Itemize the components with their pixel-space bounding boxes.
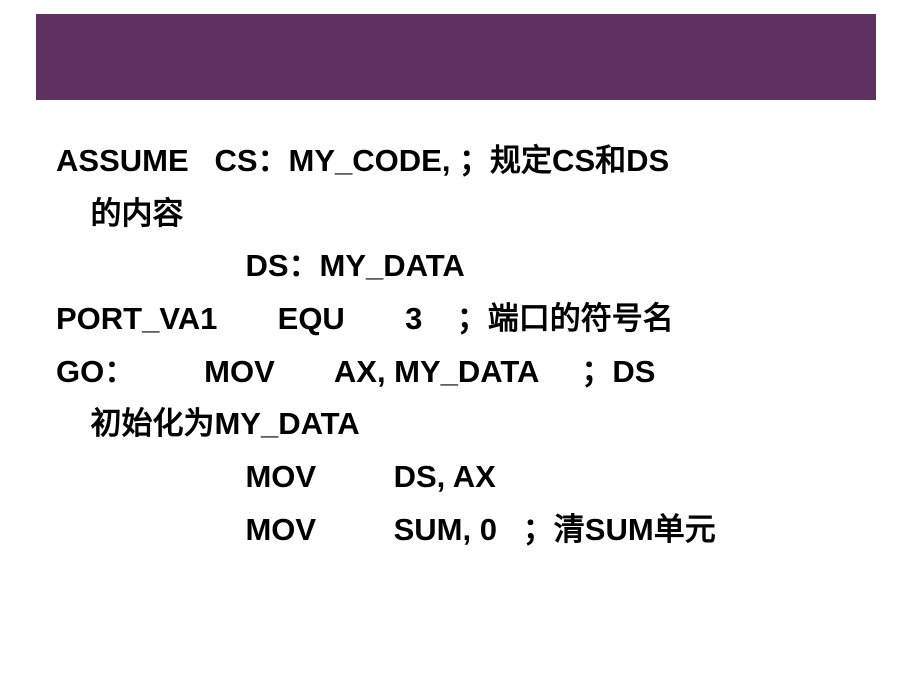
content-area: ASSUME CS：MY_CODE, ；规定CS和DS 的内容 DS：MY_DA… xyxy=(56,135,876,557)
header-bar xyxy=(36,14,876,100)
code-line-7: MOV DS, AX xyxy=(56,451,876,504)
code-line-4: PORT_VA1 EQU 3 ；端口的符号名 xyxy=(56,293,876,346)
code-line-3: DS：MY_DATA xyxy=(56,240,876,293)
code-line-6: 初始化为MY_DATA xyxy=(56,398,876,451)
code-line-5: GO： MOV AX, MY_DATA ；DS xyxy=(56,346,876,399)
code-line-2: 的内容 xyxy=(56,188,876,241)
code-line-8: MOV SUM, 0 ；清SUM单元 xyxy=(56,504,876,557)
code-line-1: ASSUME CS：MY_CODE, ；规定CS和DS xyxy=(56,135,876,188)
